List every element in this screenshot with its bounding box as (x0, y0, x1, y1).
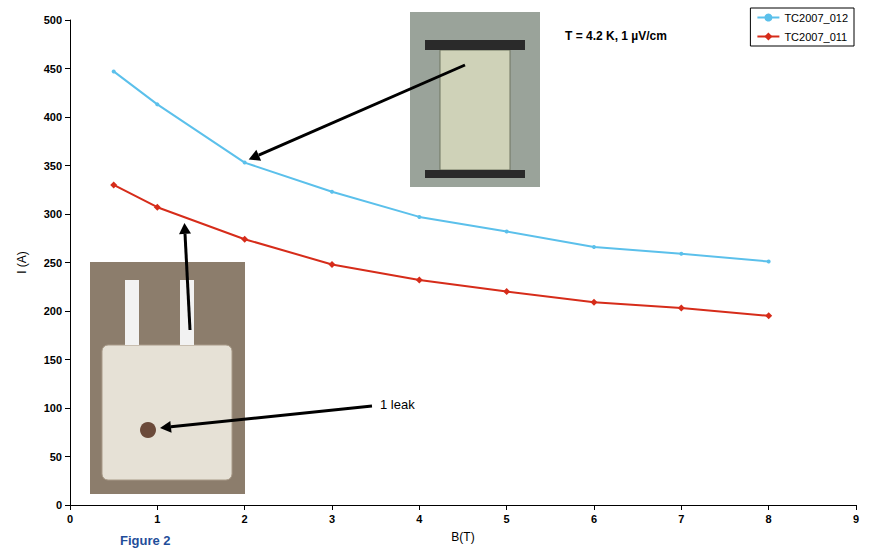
svg-text:500: 500 (44, 14, 62, 26)
svg-text:9: 9 (853, 513, 859, 525)
svg-text:7: 7 (678, 513, 684, 525)
svg-text:4: 4 (416, 513, 423, 525)
svg-text:250: 250 (44, 257, 62, 269)
svg-text:200: 200 (44, 305, 62, 317)
svg-text:8: 8 (766, 513, 772, 525)
svg-text:B(T): B(T) (451, 530, 474, 544)
svg-text:450: 450 (44, 63, 62, 75)
svg-text:T = 4.2 K, 1 µV/cm: T = 4.2 K, 1 µV/cm (565, 29, 667, 43)
svg-text:2: 2 (242, 513, 248, 525)
svg-text:50: 50 (50, 451, 62, 463)
svg-text:I (A): I (A) (15, 251, 29, 274)
svg-text:TC2007_012: TC2007_012 (784, 12, 848, 24)
svg-text:0: 0 (67, 513, 73, 525)
svg-text:0: 0 (56, 499, 62, 511)
svg-text:TC2007_011: TC2007_011 (784, 31, 847, 43)
svg-text:350: 350 (44, 160, 62, 172)
svg-text:400: 400 (44, 111, 62, 123)
svg-text:150: 150 (44, 354, 62, 366)
svg-text:300: 300 (44, 208, 62, 220)
svg-text:6: 6 (591, 513, 597, 525)
svg-text:100: 100 (44, 402, 62, 414)
svg-text:3: 3 (329, 513, 335, 525)
svg-text:5: 5 (504, 513, 510, 525)
svg-text:Figure 2: Figure 2 (120, 533, 171, 548)
svg-text:1 leak: 1 leak (380, 397, 415, 412)
svg-text:1: 1 (154, 513, 160, 525)
